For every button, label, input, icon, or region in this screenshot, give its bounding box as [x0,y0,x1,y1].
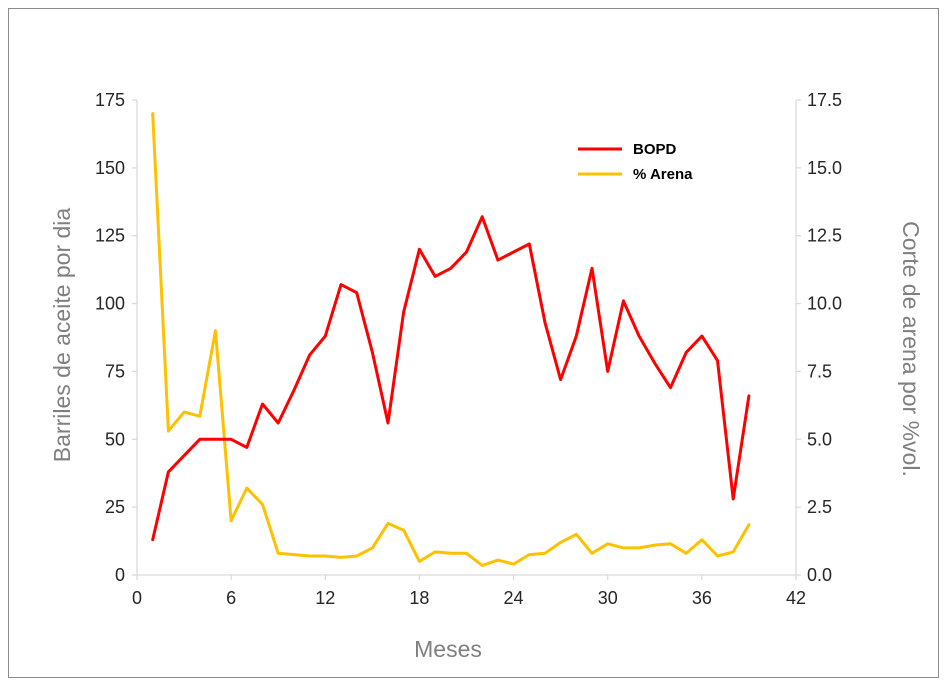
y-tick-label: 100 [95,294,125,314]
y-tick-label: 75 [105,361,125,381]
x-tick-label: 24 [504,588,524,608]
y-tick-label: 50 [105,429,125,449]
y-axis-title: Barriles de aceite por dia [49,208,75,463]
y2-tick-label: 0.0 [807,565,832,585]
y2-tick-label: 12.5 [807,226,842,246]
series-line-bopd [151,215,751,542]
y2-tick-label: 15.0 [807,158,842,178]
x-tick-label: 42 [786,588,806,608]
x-tick-label: 12 [315,588,335,608]
y2-tick-label: 5.0 [807,429,832,449]
y2-tick-label: 2.5 [807,497,832,517]
y-tick-label: 125 [95,226,125,246]
tick-labels: 0 6 12 18 24 30 36 42 0 25 50 75 100 125 150 175 0.0 2.5 5… [95,90,842,608]
series-layer [151,112,751,567]
x-tick-label: 30 [598,588,618,608]
y-tick-label: 150 [95,158,125,178]
y2-tick-label: 10.0 [807,294,842,314]
y2-tick-label: 7.5 [807,361,832,381]
axes [132,99,801,580]
x-tick-label: 0 [132,588,142,608]
legend-label-arena: % Arena [633,166,693,183]
x-tick-label: 6 [226,588,236,608]
y-tick-label: 175 [95,90,125,110]
x-tick-label: 18 [409,588,429,608]
y2-tick-label: 17.5 [807,90,842,110]
legend-label-bopd: BOPD [633,141,677,158]
series-line-arena [151,112,751,567]
y-tick-label: 0 [115,565,125,585]
x-tick-label: 36 [692,588,712,608]
y2-axis-title: Corte de arena por %vol. [898,221,924,477]
y-tick-label: 25 [105,497,125,517]
x-axis-title: Meses [414,636,482,662]
legend: BOPD % Arena [578,141,693,183]
